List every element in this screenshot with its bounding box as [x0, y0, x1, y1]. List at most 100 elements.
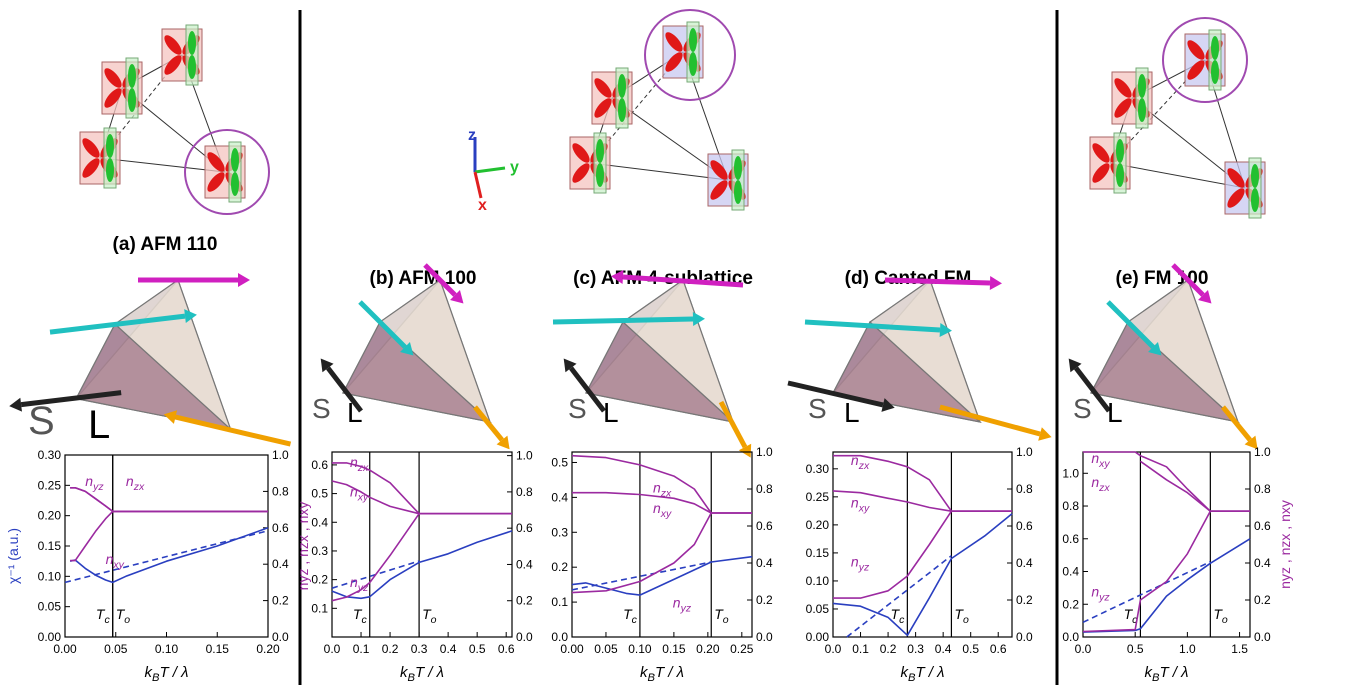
spin-arrow — [939, 404, 1041, 437]
order-parameter-line — [1139, 460, 1250, 512]
orbital-lobe — [1227, 168, 1245, 188]
x-tick-label: 0.4 — [935, 642, 952, 656]
y2-tick-label: 0.6 — [1254, 519, 1271, 533]
x-tick-label: 0.00 — [560, 642, 584, 656]
y-tick-label: 0.3 — [311, 544, 328, 558]
orbital-lobe — [1092, 143, 1110, 163]
series-label: nzx — [1091, 474, 1110, 494]
spin-arrowhead — [320, 358, 334, 373]
chi-line — [1082, 560, 1211, 624]
plot-frame — [571, 451, 753, 638]
x-tick-label: 0.3 — [411, 642, 428, 656]
chi-line — [64, 530, 269, 584]
order-parameter-line — [331, 512, 512, 602]
y-tick-label: 0.1 — [311, 601, 328, 615]
spin-arrowhead — [939, 323, 952, 337]
spin-arrowhead — [881, 398, 895, 412]
orbital-lobe — [231, 148, 239, 172]
orbital-lobe — [594, 98, 612, 118]
orbital-lobe — [665, 32, 683, 52]
series-label: nxy — [851, 495, 870, 515]
orbital-lobe — [1138, 74, 1146, 98]
spin-arrow — [326, 366, 363, 413]
orbital-lobe — [1187, 60, 1205, 80]
y2-tick-label: 1.0 — [516, 449, 533, 463]
orbital-label: L — [844, 397, 860, 428]
spin-arrowhead — [563, 358, 577, 373]
x-tick-label: 0.6 — [498, 642, 515, 656]
order-parameter-line — [70, 510, 268, 562]
y2-tick-label: 0.2 — [1016, 593, 1033, 607]
y2-tick-label: 0.6 — [756, 519, 773, 533]
plot-frame — [1082, 451, 1251, 638]
y-tick-label: 0.20 — [38, 509, 62, 523]
y-tick-label: 1.0 — [1062, 466, 1079, 480]
axis-triad-label: y — [510, 159, 519, 176]
order-parameter-line — [833, 510, 1012, 599]
orbital-lobe — [689, 52, 697, 76]
orbital-lobe — [128, 88, 136, 112]
orbital-lobe — [596, 163, 604, 187]
spin-arrow — [804, 319, 941, 333]
y-tick-label: 0.1 — [551, 595, 568, 609]
spin-arrow — [20, 390, 122, 408]
orbital-lobe — [1211, 36, 1219, 60]
x-tick-label: 0.6 — [990, 642, 1007, 656]
orbital-node — [591, 67, 633, 129]
spin-arrowhead — [400, 342, 414, 356]
x-tick-label: 0.20 — [256, 642, 280, 656]
spin-arrow — [174, 414, 292, 447]
series-label: nxy — [106, 551, 125, 571]
chi-line — [846, 555, 952, 638]
transition-label: To — [714, 606, 729, 626]
chi-line — [1082, 538, 1251, 633]
tetra-face — [114, 279, 232, 430]
order-parameter-line — [1082, 510, 1250, 633]
y-tick-label: 0.00 — [38, 630, 62, 644]
orbital-lobe — [572, 163, 590, 183]
y2-tick-label: 0.6 — [1016, 519, 1033, 533]
y-tick-label: 0.25 — [806, 490, 830, 504]
chi-line — [331, 530, 513, 600]
x-axis-label: kBT / λ — [640, 664, 684, 684]
orbital-node — [79, 127, 121, 189]
orbital-lobe — [572, 143, 590, 163]
spin-arrowhead — [238, 273, 250, 287]
chi-line — [69, 527, 269, 584]
orbital-lobe — [106, 158, 114, 182]
orbital-lobe — [1187, 40, 1205, 60]
transition-label: To — [954, 606, 969, 626]
series-label: nxy — [1091, 450, 1110, 470]
x-tick-label: 0.4 — [440, 642, 457, 656]
y-axis-label: χ⁻¹ (a.u.) — [5, 528, 21, 584]
y-tick-label: 0.20 — [806, 518, 830, 532]
spin-arrow — [552, 316, 694, 325]
orbital-node — [569, 132, 611, 194]
transition-label: Tc — [891, 606, 906, 626]
spin-arrowhead — [1244, 435, 1258, 450]
x-tick-label: 0.0 — [324, 642, 341, 656]
orbital-label: L — [88, 403, 110, 447]
orbital-node — [662, 21, 704, 83]
orbital-lobe — [665, 52, 683, 72]
orbital-lobe — [618, 74, 626, 98]
axis-triad-label: x — [478, 197, 487, 214]
orbital-lobe — [596, 139, 604, 163]
orbital-lobe — [594, 78, 612, 98]
spin-arrowhead — [1068, 358, 1082, 373]
spin-arrowhead — [1198, 290, 1212, 304]
x-tick-label: 0.1 — [353, 642, 370, 656]
spin-arrow — [1074, 366, 1111, 413]
orbital-lobe — [1116, 139, 1124, 163]
orbital-lobe — [207, 152, 225, 172]
x-tick-label: 0.10 — [628, 642, 652, 656]
spin-arrow — [787, 380, 884, 408]
orbital-lobe — [1227, 188, 1245, 208]
tetra-face — [869, 279, 981, 423]
x-tick-label: 1.0 — [1179, 642, 1196, 656]
y-tick-label: 0.30 — [38, 448, 62, 462]
y2-tick-label: 0.8 — [1254, 482, 1271, 496]
y2-tick-label: 0.8 — [516, 485, 533, 499]
y-tick-label: 0.15 — [38, 539, 62, 553]
x-tick-label: 0.5 — [962, 642, 979, 656]
